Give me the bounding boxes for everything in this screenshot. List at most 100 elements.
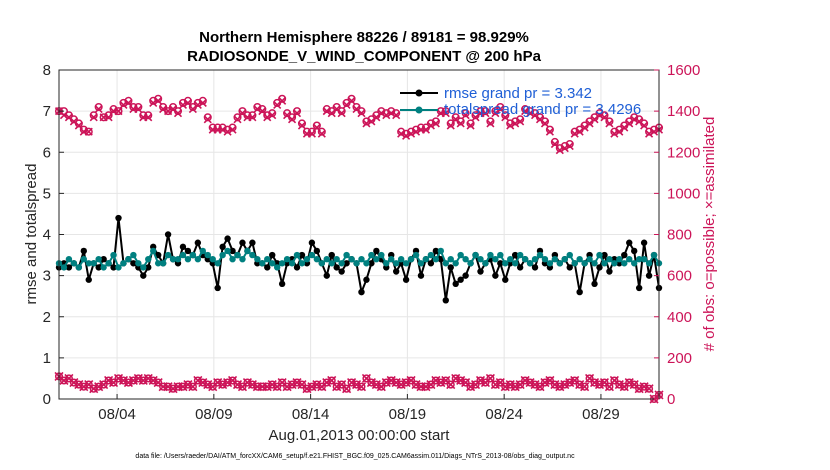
obs-assimilated-mark — [540, 119, 550, 128]
obs-possible-point — [555, 144, 564, 153]
obs-lower-mark — [589, 377, 600, 388]
obs-assimilated-mark — [362, 119, 371, 128]
obs-assimilated-mark — [397, 129, 406, 138]
obs-assimilated-mark — [387, 109, 396, 118]
obs-assimilated-point — [312, 123, 321, 132]
obs-assimilated-point — [218, 125, 227, 134]
obs-assimilated-mark — [595, 111, 604, 120]
spread-point — [135, 260, 142, 267]
obs-assimilated-mark — [456, 119, 465, 128]
obs-assimilated-point — [456, 119, 465, 128]
obs-possible-point — [411, 125, 421, 134]
rmse-point — [164, 231, 172, 238]
obs-assimilated-mark — [377, 109, 386, 118]
obs-assimilated-point — [263, 113, 272, 122]
obs-assimilated-point — [114, 107, 123, 116]
rmse-point — [224, 235, 231, 242]
spread-point — [388, 255, 395, 263]
obs-lower-mark — [371, 380, 381, 390]
obs-lower-mark — [525, 377, 535, 388]
legend-label-rmse: rmse grand pr = 3.342 — [444, 85, 592, 102]
obs-assimilated-point — [506, 121, 515, 130]
obs-lower-point — [188, 382, 198, 392]
obs-assimilated-mark — [635, 117, 644, 126]
obs-lower-mark — [585, 374, 594, 383]
rmse-point — [179, 243, 187, 251]
obs-assimilated-point — [426, 121, 435, 130]
obs-lower-mark — [490, 380, 500, 390]
obs-lower-mark — [575, 380, 585, 390]
obs-assimilated-mark — [461, 111, 470, 120]
spread-point — [209, 255, 216, 263]
spread-point — [541, 255, 549, 263]
spread-point — [397, 255, 405, 263]
obs-possible-point — [263, 111, 272, 120]
spread-point — [427, 251, 435, 259]
x-axis-label: Aug.01,2013 00:00:00 start — [269, 427, 451, 444]
obs-lower-mark — [416, 382, 426, 391]
obs-lower-mark — [253, 382, 262, 391]
obs-possible-point — [154, 94, 163, 103]
obs-lower-mark — [381, 377, 391, 388]
obs-lower-mark — [232, 380, 243, 390]
obs-assimilated-point — [357, 109, 366, 118]
obs-possible-point — [466, 119, 475, 128]
obs-lower-mark — [406, 375, 416, 386]
obs-lower-mark — [223, 377, 233, 388]
obs-lower-mark — [282, 382, 292, 392]
obs-lower-mark — [113, 373, 124, 384]
obs-possible-point — [392, 109, 401, 118]
spread-point — [323, 255, 330, 263]
obs-lower-mark — [59, 375, 69, 386]
spread-point — [616, 255, 623, 263]
obs-possible-point — [530, 109, 540, 118]
obs-assimilated-point — [466, 121, 475, 130]
obs-assimilated-point — [183, 98, 192, 107]
obs-possible-point — [198, 96, 207, 105]
right-tick-label: 600 — [667, 268, 692, 285]
obs-possible-point — [64, 111, 73, 120]
obs-lower-mark — [614, 380, 624, 390]
rmse-point — [95, 264, 102, 271]
obs-assimilated-point — [402, 131, 411, 140]
obs-possible-point — [258, 105, 267, 114]
spread-point — [635, 255, 643, 263]
obs-assimilated-mark — [392, 111, 401, 120]
obs-possible-point — [595, 109, 604, 118]
obs-lower-mark — [357, 382, 366, 391]
chart-title-line2: RADIOSONDE_V_WIND_COMPONENT @ 200 hPa — [187, 48, 542, 65]
obs-assimilated-mark — [297, 121, 307, 130]
obs-lower-mark — [570, 376, 579, 385]
obs-lower-mark — [342, 384, 352, 394]
spread-point — [283, 255, 291, 263]
obs-lower-mark — [307, 382, 317, 392]
obs-possible-point — [397, 127, 406, 136]
obs-lower-mark — [377, 382, 386, 391]
left-tick-label: 4 — [43, 227, 51, 244]
spread-point — [85, 260, 92, 267]
obs-possible-point — [545, 125, 554, 134]
obs-assimilated-mark — [605, 119, 614, 128]
spread-point — [184, 255, 192, 263]
obs-assimilated-mark — [283, 111, 292, 120]
obs-assimilated-point — [441, 109, 450, 118]
spread-point — [80, 255, 87, 263]
left-tick-label: 8 — [43, 62, 51, 79]
obs-assimilated-point — [649, 127, 659, 136]
obs-assimilated-point — [193, 100, 202, 110]
obs-assimilated-point — [377, 109, 386, 118]
obs-assimilated-mark — [357, 109, 366, 118]
obs-assimilated-point — [198, 98, 207, 107]
spread-point — [576, 255, 583, 263]
rmse-point — [65, 264, 73, 271]
spread-point — [95, 255, 102, 263]
y-axis-label-left: rmse and totalspread — [23, 164, 40, 305]
obs-assimilated-mark — [550, 139, 559, 149]
obs-possible-point — [630, 113, 639, 122]
obs-assimilated-mark — [59, 111, 69, 120]
obs-possible-point — [114, 107, 123, 116]
spread-point — [229, 255, 236, 263]
obs-lower-mark — [580, 382, 590, 392]
obs-assimilated-point — [496, 105, 505, 114]
obs-lower-point — [342, 384, 352, 394]
